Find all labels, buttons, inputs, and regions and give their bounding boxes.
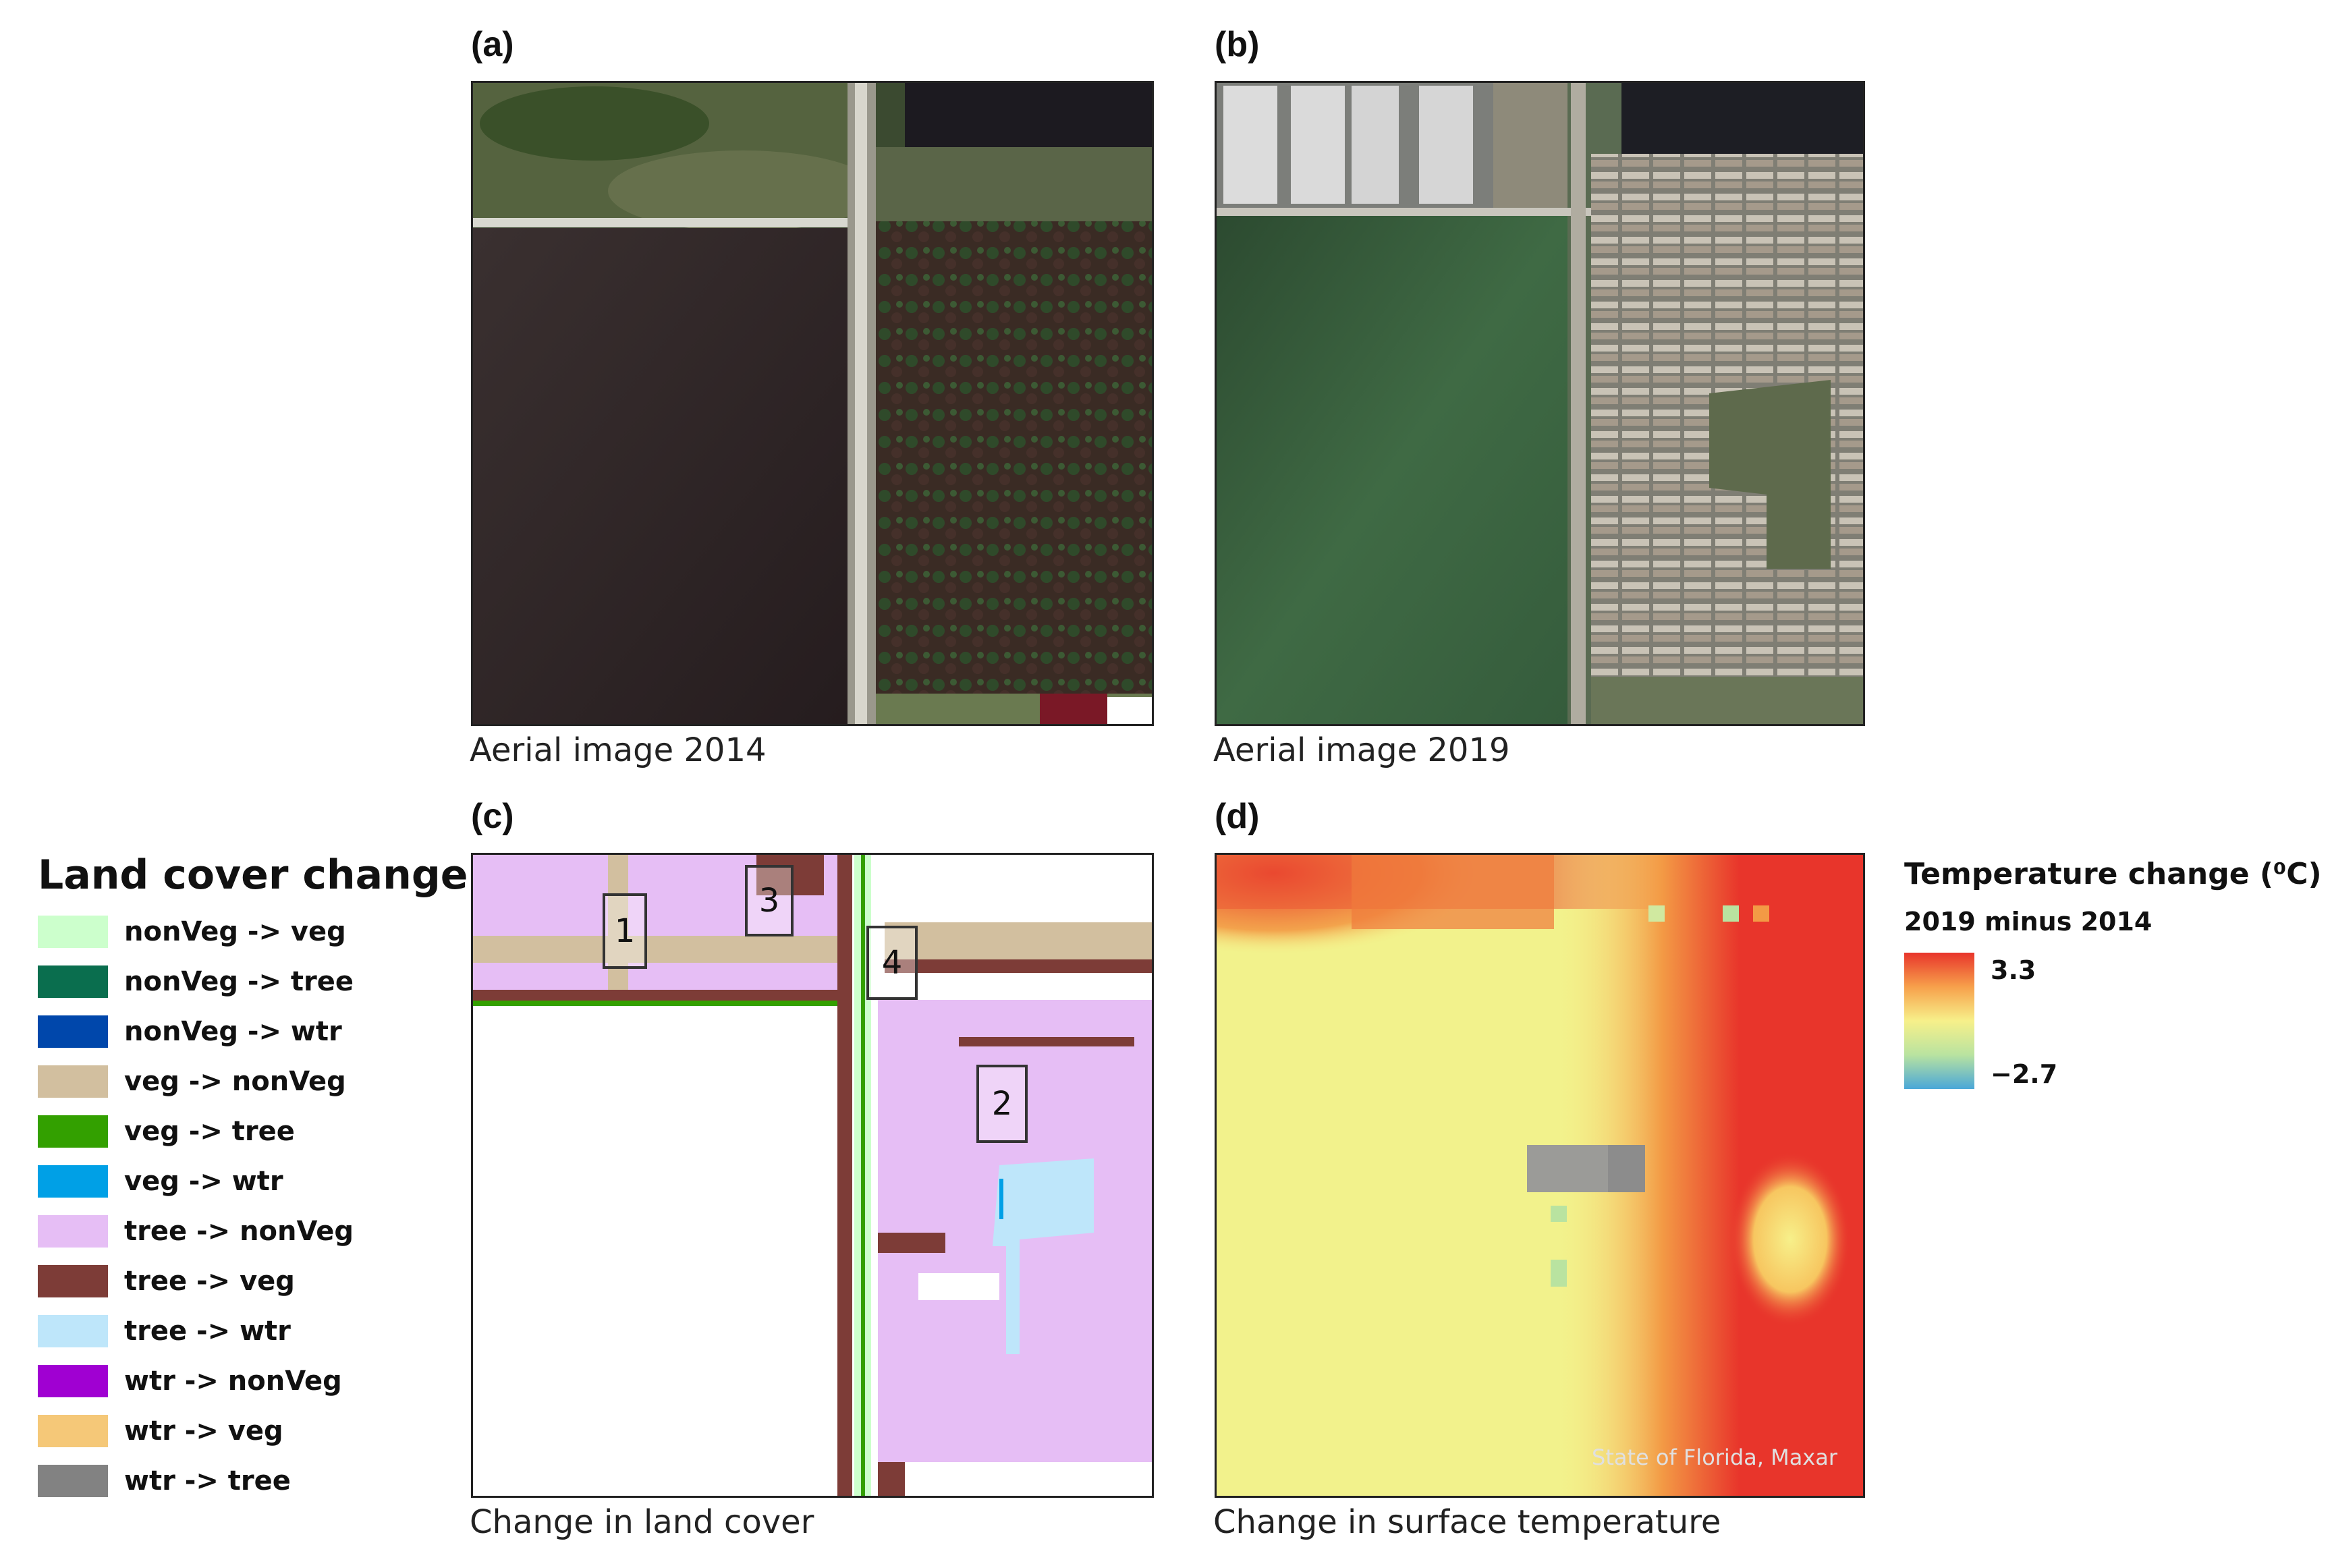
legend-swatch	[38, 1215, 108, 1248]
legend-swatch	[38, 1315, 108, 1347]
legend-swatch	[38, 1115, 108, 1148]
land-cover-legend-title: Land cover change	[38, 851, 468, 899]
legend-label: tree -> wtr	[124, 1316, 291, 1347]
legend-label: nonVeg -> tree	[124, 966, 354, 997]
panel-a-caption: Aerial image 2014	[470, 731, 767, 769]
legend-item-wtr-nonveg: wtr -> nonVeg	[38, 1362, 342, 1401]
legend-label: nonVeg -> wtr	[124, 1016, 342, 1047]
panel-c-caption: Change in land cover	[470, 1503, 814, 1541]
legend-label: wtr -> tree	[124, 1465, 291, 1496]
legend-item-wtr-veg: wtr -> veg	[38, 1411, 283, 1451]
panel-c-label: (c)	[471, 797, 514, 836]
legend-item-veg-nonveg: veg -> nonVeg	[38, 1062, 346, 1101]
aerial-image-2014	[471, 81, 1154, 726]
imagery-credit: State of Florida, Maxar	[1592, 1445, 1837, 1470]
legend-label: veg -> nonVeg	[124, 1066, 346, 1097]
legend-item-tree-wtr: tree -> wtr	[38, 1312, 291, 1351]
study-area-box-3: 3	[745, 865, 794, 936]
legend-label: wtr -> veg	[124, 1416, 283, 1447]
legend-item-nonveg-veg: nonVeg -> veg	[38, 912, 346, 951]
legend-swatch	[38, 1365, 108, 1397]
legend-swatch	[38, 916, 108, 948]
panel-b-label: (b)	[1215, 25, 1260, 64]
surface-temperature-change-map: State of Florida, Maxar	[1215, 853, 1865, 1498]
temperature-legend-title: Temperature change (⁰C)	[1904, 857, 2322, 891]
panel-b-caption: Aerial image 2019	[1213, 731, 1510, 769]
temperature-max-label: 3.3	[1991, 955, 2036, 985]
legend-label: nonVeg -> veg	[124, 916, 346, 947]
legend-item-wtr-tree: wtr -> tree	[38, 1461, 291, 1501]
panel-a-label: (a)	[471, 25, 514, 64]
legend-label: wtr -> nonVeg	[124, 1366, 342, 1397]
legend-swatch	[38, 1065, 108, 1098]
temperature-color-ramp	[1904, 953, 1974, 1089]
legend-label: tree -> veg	[124, 1266, 295, 1297]
legend-label: veg -> tree	[124, 1116, 295, 1147]
legend-item-veg-wtr: veg -> wtr	[38, 1162, 283, 1201]
panel-d-label: (d)	[1215, 797, 1260, 836]
legend-item-veg-tree: veg -> tree	[38, 1112, 295, 1151]
legend-item-nonveg-tree: nonVeg -> tree	[38, 962, 354, 1001]
temperature-min-label: −2.7	[1991, 1059, 2058, 1089]
legend-item-nonveg-wtr: nonVeg -> wtr	[38, 1012, 342, 1051]
panel-d-caption: Change in surface temperature	[1213, 1503, 1721, 1541]
study-area-box-1: 1	[603, 893, 647, 969]
land-cover-legend: nonVeg -> veg nonVeg -> tree nonVeg -> w…	[38, 912, 443, 1506]
legend-swatch	[38, 1415, 108, 1447]
land-cover-change-map	[471, 853, 1154, 1498]
legend-item-tree-nonveg: tree -> nonVeg	[38, 1212, 354, 1251]
study-area-box-4: 4	[866, 926, 918, 1000]
legend-swatch	[38, 1015, 108, 1048]
legend-label: tree -> nonVeg	[124, 1216, 354, 1247]
legend-label: veg -> wtr	[124, 1166, 283, 1197]
legend-swatch	[38, 965, 108, 998]
legend-swatch	[38, 1165, 108, 1198]
study-area-box-2: 2	[976, 1065, 1028, 1143]
temperature-legend-subtitle: 2019 minus 2014	[1904, 907, 2153, 936]
legend-item-tree-veg: tree -> veg	[38, 1262, 295, 1301]
legend-swatch	[38, 1265, 108, 1297]
aerial-image-2019	[1215, 81, 1865, 726]
legend-swatch	[38, 1465, 108, 1497]
